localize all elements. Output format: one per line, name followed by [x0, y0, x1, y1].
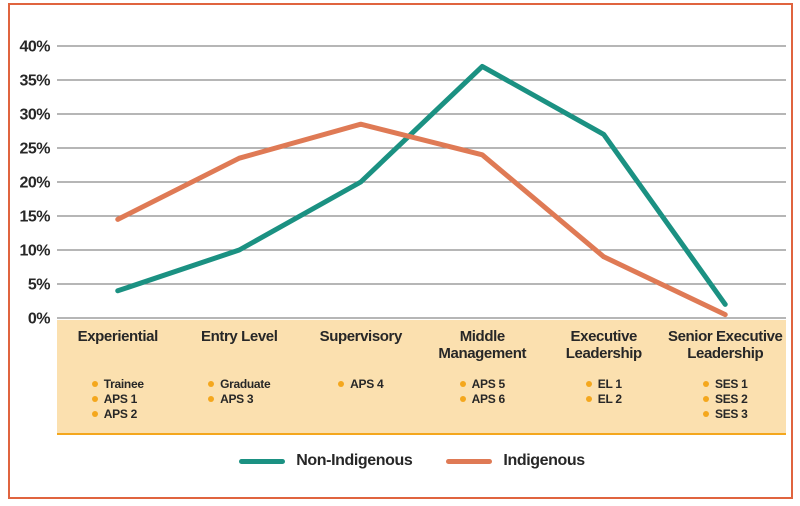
category-sub-label: Trainee [103, 376, 144, 391]
category-sub-item: APS 6 [459, 391, 505, 406]
series-line-non-indigenous [115, 63, 728, 307]
category-sub-item: SES 1 [702, 376, 748, 391]
legend-item: Non-Indigenous [239, 452, 413, 470]
category-label: Entry Level [201, 328, 278, 345]
category-sub-list: Graduate APS 3 [208, 376, 271, 406]
category-label: Middle Management [438, 328, 527, 362]
y-tick-label: 20% [19, 175, 50, 192]
category-sub-list: Trainee APS 1 APS 2 [91, 376, 144, 421]
chart-legend: Non-Indigenous Indigenous [12, 452, 800, 470]
category-sub-label: APS 6 [471, 391, 505, 406]
bullet-icon [208, 380, 215, 387]
bullet-icon [702, 380, 709, 387]
category-column: Experiential Trainee APS 1 APS 2 [57, 320, 179, 433]
category-sub-item: EL 2 [585, 391, 622, 406]
y-tick-label: 35% [19, 73, 50, 90]
y-tick-label: 15% [19, 209, 50, 226]
category-column: Supervisory APS 4 [300, 320, 422, 433]
category-label: Supervisory [319, 328, 403, 345]
category-column: Senior Executive Leadership SES 1 SES 2 SES… [665, 320, 787, 433]
bullet-icon [702, 410, 709, 417]
y-tick-label: 25% [19, 141, 50, 158]
category-sub-list: APS 5 APS 6 [459, 376, 505, 406]
category-sub-label: SES 3 [714, 406, 748, 421]
series-line-indigenous [115, 121, 728, 318]
bullet-icon [208, 395, 215, 402]
category-sub-label: APS 5 [471, 376, 505, 391]
category-sub-item: SES 3 [702, 406, 748, 421]
legend-label: Indigenous [503, 452, 585, 469]
category-sub-label: APS 1 [103, 391, 137, 406]
category-sub-item: SES 2 [702, 391, 748, 406]
category-label: Executive Leadership [565, 328, 642, 362]
bullet-icon [585, 395, 592, 402]
category-sub-label: Graduate [220, 376, 271, 391]
category-column: Middle Management APS 5 APS 6 [422, 320, 544, 433]
category-sub-list: EL 1 EL 2 [585, 376, 622, 406]
y-tick-label: 5% [28, 277, 50, 294]
bullet-icon [91, 410, 98, 417]
legend-swatch [446, 458, 493, 464]
legend-label: Non-Indigenous [296, 452, 413, 469]
category-sub-label: EL 1 [597, 376, 622, 391]
category-sub-label: APS 4 [350, 376, 384, 391]
legend-swatch [239, 458, 286, 464]
category-sub-item: APS 3 [208, 391, 270, 406]
y-tick-label: 0% [28, 311, 50, 328]
category-sub-item: APS 2 [91, 406, 144, 421]
category-sub-list: APS 4 [338, 376, 384, 391]
category-column: Executive Leadership EL 1 EL 2 [543, 320, 665, 433]
category-sub-label: SES 2 [714, 391, 748, 406]
category-label: Senior Executive Leadership [668, 328, 783, 362]
category-column: Entry Level Graduate APS 3 [179, 320, 301, 433]
category-sub-label: APS 3 [220, 391, 254, 406]
bullet-icon [585, 380, 592, 387]
legend-item: Indigenous [446, 452, 585, 470]
category-sub-item: EL 1 [585, 376, 622, 391]
bullet-icon [702, 395, 709, 402]
category-sub-label: EL 2 [597, 391, 622, 406]
y-tick-label: 40% [19, 39, 50, 56]
bullet-icon [91, 380, 98, 387]
category-label: Experiential [77, 328, 159, 345]
category-sub-item: Trainee [91, 376, 144, 391]
bullet-icon [459, 395, 466, 402]
y-tick-label: 30% [19, 107, 50, 124]
y-tick-label: 10% [19, 243, 50, 260]
category-sub-item: APS 4 [338, 376, 384, 391]
bullet-icon [459, 380, 466, 387]
category-sub-item: APS 1 [91, 391, 144, 406]
category-sub-label: SES 1 [714, 376, 748, 391]
category-axis-band: Experiential Trainee APS 1 APS 2 Entry Level… [57, 320, 786, 435]
bullet-icon [91, 395, 98, 402]
category-sub-item: Graduate [208, 376, 271, 391]
bullet-icon [338, 380, 345, 387]
category-sub-list: SES 1 SES 2 SES 3 [702, 376, 748, 421]
category-sub-item: APS 5 [459, 376, 505, 391]
category-sub-label: APS 2 [103, 406, 137, 421]
